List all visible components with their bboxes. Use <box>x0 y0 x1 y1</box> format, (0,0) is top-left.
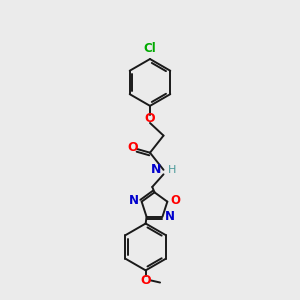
Text: O: O <box>128 141 138 154</box>
Text: Cl: Cl <box>144 42 156 56</box>
Text: N: N <box>165 210 175 223</box>
Text: O: O <box>140 274 151 287</box>
Text: N: N <box>129 194 139 207</box>
Text: O: O <box>145 112 155 125</box>
Text: O: O <box>170 194 180 207</box>
Text: H: H <box>168 165 176 175</box>
Text: N: N <box>151 163 162 176</box>
